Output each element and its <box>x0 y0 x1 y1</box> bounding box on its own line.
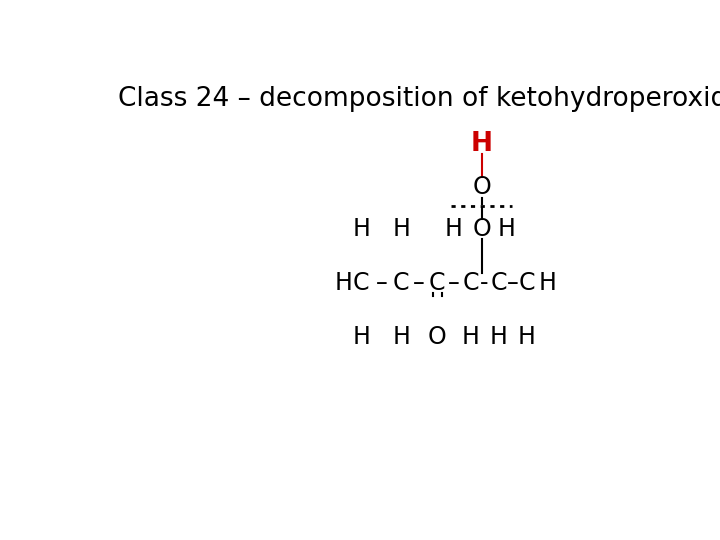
Text: –: – <box>448 271 459 295</box>
Text: H: H <box>471 131 492 157</box>
Text: H: H <box>352 217 370 241</box>
Text: –: – <box>507 271 518 295</box>
Text: –: – <box>375 271 387 295</box>
Text: O: O <box>472 217 491 241</box>
Text: H: H <box>392 217 410 241</box>
Text: H: H <box>445 217 463 241</box>
Text: -: - <box>480 271 489 295</box>
Text: C: C <box>518 271 535 295</box>
Text: C: C <box>393 271 410 295</box>
Text: H: H <box>490 325 508 349</box>
Text: H: H <box>462 325 480 349</box>
Text: –: – <box>413 271 425 295</box>
Text: O: O <box>428 325 446 349</box>
Text: H: H <box>352 325 370 349</box>
Text: C: C <box>462 271 479 295</box>
Text: O: O <box>472 176 491 199</box>
Text: Class 24 – decomposition of ketohydroperoxide: Class 24 – decomposition of ketohydroper… <box>118 85 720 112</box>
Text: H: H <box>518 325 536 349</box>
Text: C: C <box>429 271 446 295</box>
Text: H: H <box>335 271 353 295</box>
Text: H: H <box>498 217 516 241</box>
Text: C: C <box>490 271 507 295</box>
Text: H: H <box>539 271 557 295</box>
Text: H: H <box>392 325 410 349</box>
Text: C: C <box>353 271 369 295</box>
